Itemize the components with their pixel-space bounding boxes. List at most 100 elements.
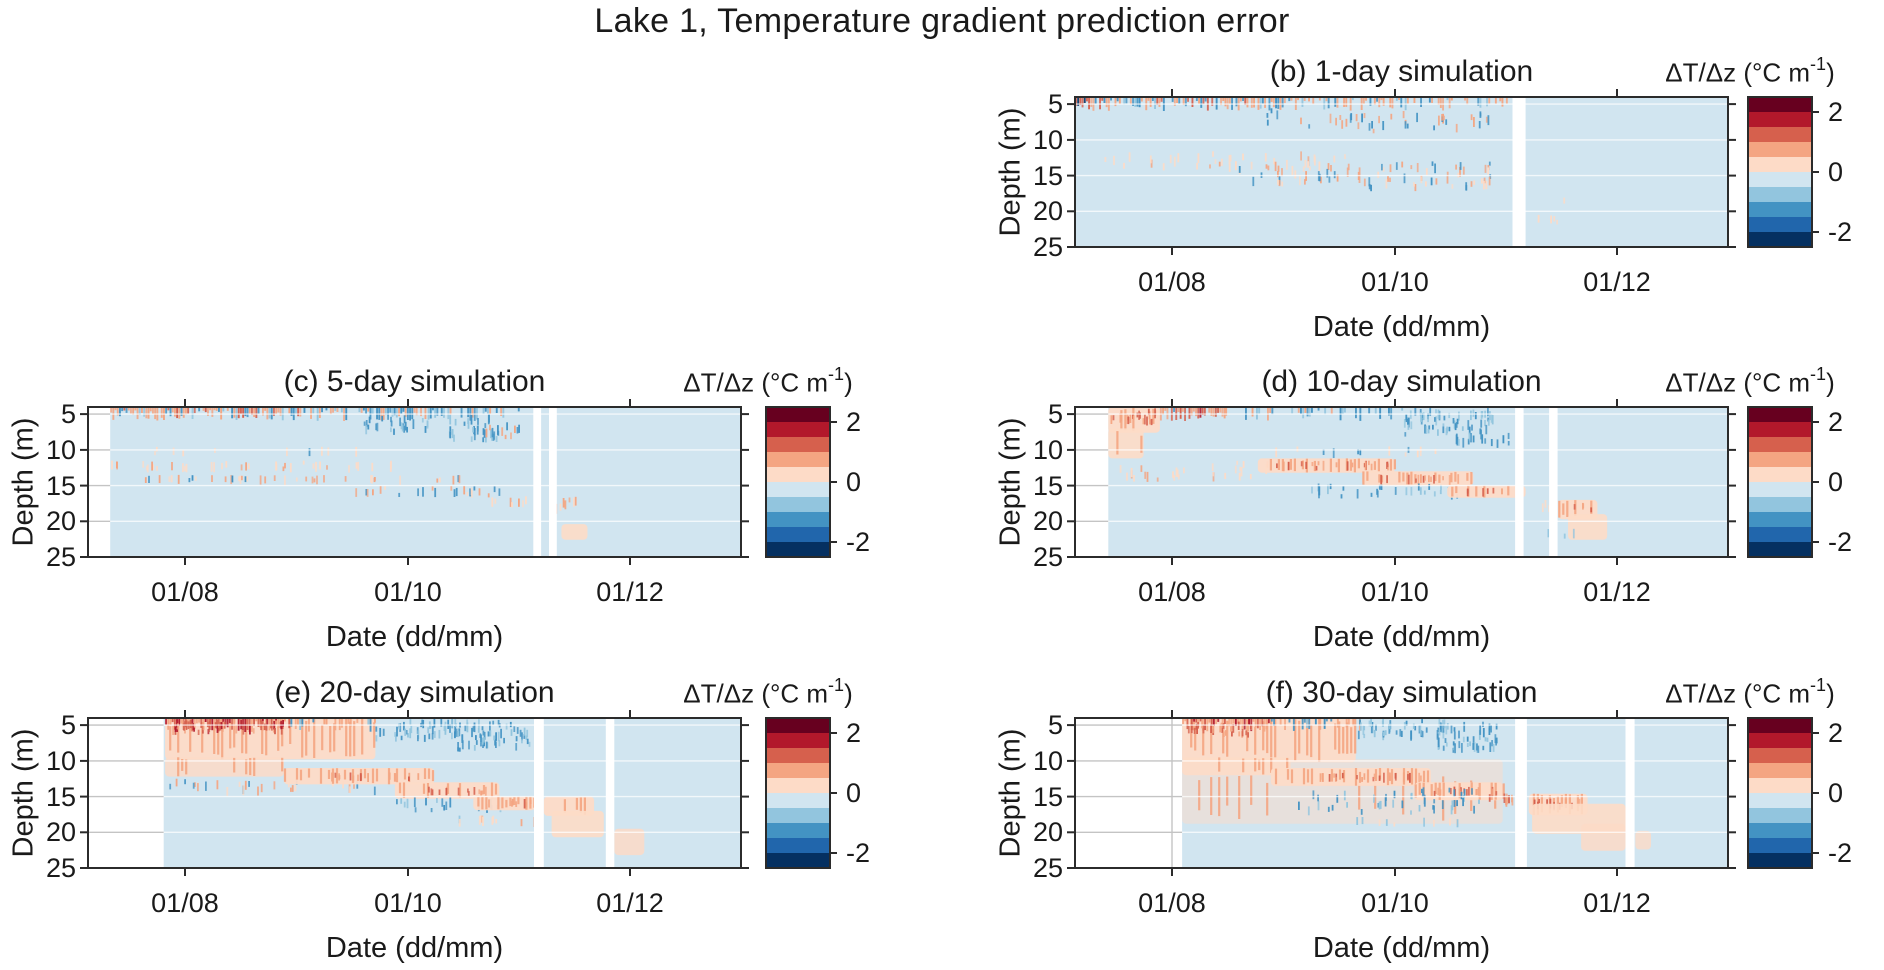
colorbar-border-and-ticks <box>1747 406 1819 558</box>
x-tick-label: 01/08 <box>151 888 219 918</box>
y-tick-label: 10 <box>1032 124 1063 155</box>
figure-title: Lake 1, Temperature gradient prediction … <box>594 2 1290 40</box>
y-tick-label: 10 <box>45 745 76 776</box>
colorbar-bands <box>1748 97 1812 248</box>
heatmap-plot-svg <box>1067 710 1736 876</box>
x-tick-label: 01/10 <box>374 577 442 607</box>
gridlines <box>88 724 741 834</box>
colorbar-label-d: ΔT/Δz (°C m-1) <box>1665 364 1835 399</box>
colorbar-label-b: ΔT/Δz (°C m-1) <box>1665 54 1835 89</box>
y-tick-label: 5 <box>60 399 76 430</box>
colorbar-tick-label: -2 <box>846 838 871 868</box>
y-tick-label: 15 <box>45 470 76 501</box>
x-tick-label: 01/08 <box>1138 267 1206 297</box>
colorbar-label-e: ΔT/Δz (°C m-1) <box>683 675 853 710</box>
heatmap-plot-svg <box>80 710 749 876</box>
no-data-gap-bands <box>1512 97 1526 247</box>
colorbar-label-exponent: -1 <box>828 675 845 695</box>
colorbar-label-exponent: -1 <box>1810 364 1827 384</box>
colorbar-tick-label: 2 <box>846 718 862 748</box>
colorbar-bands <box>1748 407 1812 558</box>
heatmap-layer <box>1075 718 1728 868</box>
x-tick-label: 01/10 <box>1361 577 1429 607</box>
x-tick-label: 01/12 <box>596 888 664 918</box>
colorbar-border-and-ticks <box>1747 96 1819 248</box>
plot-border-and-ticks <box>1067 399 1736 565</box>
colorbar-tick-label: -2 <box>1828 838 1853 868</box>
heatmap-panel-c <box>76 395 753 569</box>
colorbar-tick-label: 2 <box>1828 407 1844 437</box>
y-tick-label: 5 <box>1047 399 1063 430</box>
plot-border-and-ticks <box>80 399 749 565</box>
heatmap-panel-f <box>1063 706 1740 880</box>
heatmap-panel-e <box>76 706 753 880</box>
x-tick-label: 01/10 <box>1361 267 1429 297</box>
heatmap-layer <box>1075 407 1728 557</box>
y-tick-label: 25 <box>45 853 76 883</box>
colorbar-tick-label: 0 <box>846 467 862 497</box>
y-tick-label: 25 <box>1032 853 1063 883</box>
y-tick-label: 25 <box>1032 542 1063 572</box>
x-tick-label: 01/08 <box>1138 577 1206 607</box>
colorbar-tick-label: 2 <box>1828 97 1844 127</box>
colorbar-label-suffix: ) <box>1826 367 1835 398</box>
colorbar-svg <box>765 717 837 869</box>
colorbar-tick-label: 2 <box>846 407 862 437</box>
no-data-gap-bands <box>1515 718 1635 868</box>
heatmap-plot-svg <box>1067 89 1736 255</box>
panel-title-f: (f) 30-day simulation <box>1265 676 1538 709</box>
colorbar-border-and-ticks <box>765 406 837 558</box>
y-tick-label: 15 <box>1032 781 1063 812</box>
colorbar-tick-label: -2 <box>1828 527 1853 557</box>
colorbar-label-exponent: -1 <box>828 364 845 384</box>
colorbar-svg <box>1747 96 1819 248</box>
gridlines <box>1075 413 1728 523</box>
panel-title-c: (c) 5-day simulation <box>283 365 546 398</box>
colorbar-bands <box>766 718 830 869</box>
colorbar-label-c: ΔT/Δz (°C m-1) <box>683 364 852 399</box>
x-axis-label-c: Date (dd/mm) <box>325 621 504 653</box>
gridlines <box>1075 103 1728 213</box>
heatmap-panel-b <box>1063 85 1740 259</box>
y-tick-label: 15 <box>1032 470 1063 501</box>
colorbar-bands <box>1748 718 1812 869</box>
colorbar-tick-label: 0 <box>1828 157 1844 187</box>
gridlines <box>1075 718 1728 868</box>
no-data-gap-bands <box>534 718 615 868</box>
y-tick-label: 15 <box>45 781 76 812</box>
y-tick-label: 5 <box>60 710 76 741</box>
y-tick-label: 25 <box>1032 232 1063 262</box>
colorbar-tick-label: -2 <box>846 527 871 557</box>
y-tick-label: 10 <box>1032 434 1063 465</box>
colorbar-label-prefix: ΔT/Δz (°C m <box>683 367 829 398</box>
x-tick-label: 01/10 <box>374 888 442 918</box>
y-tick-label: 5 <box>1047 89 1063 120</box>
colorbar-label-suffix: ) <box>844 678 853 709</box>
panel-title-e: (e) 20-day simulation <box>274 676 555 709</box>
colorbar-border-and-ticks <box>765 717 837 869</box>
x-axis-label-e: Date (dd/mm) <box>325 932 504 964</box>
y-tick-label: 20 <box>45 817 76 848</box>
colorbar-label-exponent: -1 <box>1810 54 1827 74</box>
colorbar-border-and-ticks <box>1747 717 1819 869</box>
x-axis-label-b: Date (dd/mm) <box>1312 311 1491 343</box>
gridlines <box>88 413 741 523</box>
heatmap-panel-d <box>1063 395 1740 569</box>
colorbar-svg <box>765 406 837 558</box>
heatmap-plot-svg <box>1067 399 1736 565</box>
x-tick-label: 01/12 <box>1583 888 1651 918</box>
colorbar-svg <box>1747 717 1819 869</box>
plot-border-and-ticks <box>1067 710 1736 876</box>
no-data-gap-bands <box>533 407 557 557</box>
colorbar-label-suffix: ) <box>1826 57 1835 88</box>
y-tick-label: 15 <box>1032 160 1063 191</box>
x-tick-label: 01/08 <box>151 577 219 607</box>
colorbar-tick-label: 2 <box>1828 718 1844 748</box>
colorbar-f <box>1747 717 1822 869</box>
y-tick-label: 20 <box>1032 817 1063 848</box>
y-tick-label: 5 <box>1047 710 1063 741</box>
x-tick-label: 01/10 <box>1361 888 1429 918</box>
heatmap-layer <box>88 718 741 868</box>
colorbar-label-prefix: ΔT/Δz (°C m <box>683 678 829 709</box>
